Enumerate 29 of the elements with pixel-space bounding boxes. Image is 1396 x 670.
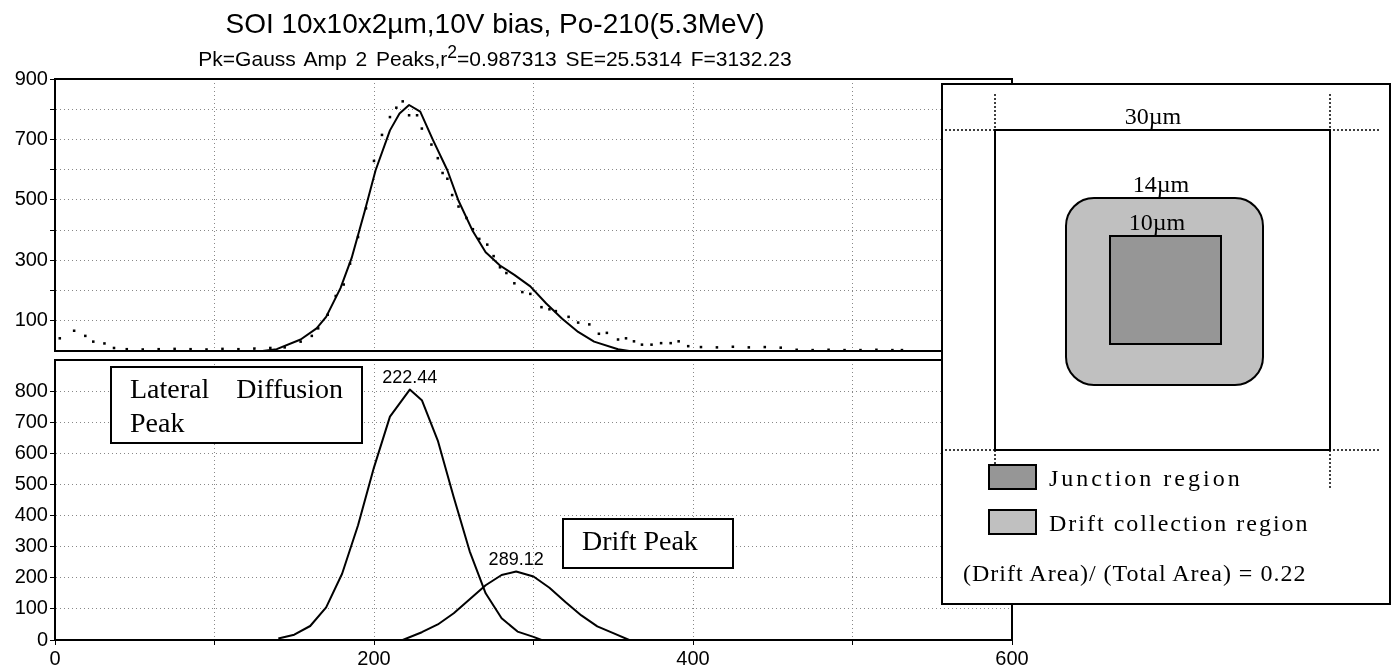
annotation: (Drift Area)/ (Total Area) = 0.22 bbox=[963, 560, 1307, 586]
y-tick-label: 100 bbox=[14, 308, 48, 331]
y-tick-label: 300 bbox=[14, 534, 48, 557]
y-tick-label: 900 bbox=[14, 66, 48, 89]
y-tick-label: 200 bbox=[14, 565, 48, 588]
y-tick-label: 500 bbox=[14, 471, 48, 494]
text: 10µm bbox=[1128, 209, 1186, 235]
y-tick-label: 800 bbox=[14, 378, 48, 401]
chart-title: SOI 10x10x2µm,10V bias, Po-210(5.3MeV) bbox=[224, 8, 766, 39]
x-tick-label: 600 bbox=[995, 646, 1029, 669]
text: 30µm bbox=[1124, 103, 1182, 129]
x-tick-label: 400 bbox=[676, 646, 710, 669]
x-tick-label: 200 bbox=[357, 646, 391, 669]
y-tick-label: 100 bbox=[14, 596, 48, 619]
y-tick-label: 600 bbox=[14, 440, 48, 463]
y-tick-label: 700 bbox=[14, 126, 48, 149]
chart-subtitle: Pk=Gauss Amp 2 Peaks,r$^{2}$=0.987313 SE=25.5314 F=3132.23 bbox=[198, 42, 792, 70]
text: Drift collection region bbox=[1049, 510, 1310, 536]
y-tick-label: 500 bbox=[14, 187, 48, 210]
y-tick-label: 300 bbox=[14, 247, 48, 270]
annotation: Drift Peak bbox=[562, 518, 734, 569]
y-tick-label: 0 bbox=[36, 627, 48, 650]
annotation: 222.44 bbox=[382, 366, 438, 387]
annotation: Lateral Diffusion Peak bbox=[110, 366, 363, 444]
annotation: 289.12 bbox=[488, 548, 544, 569]
y-tick-label: 700 bbox=[14, 409, 48, 432]
text: Junction region bbox=[1049, 465, 1243, 491]
text: 14µm bbox=[1132, 171, 1190, 197]
y-tick-label: 400 bbox=[14, 503, 48, 526]
